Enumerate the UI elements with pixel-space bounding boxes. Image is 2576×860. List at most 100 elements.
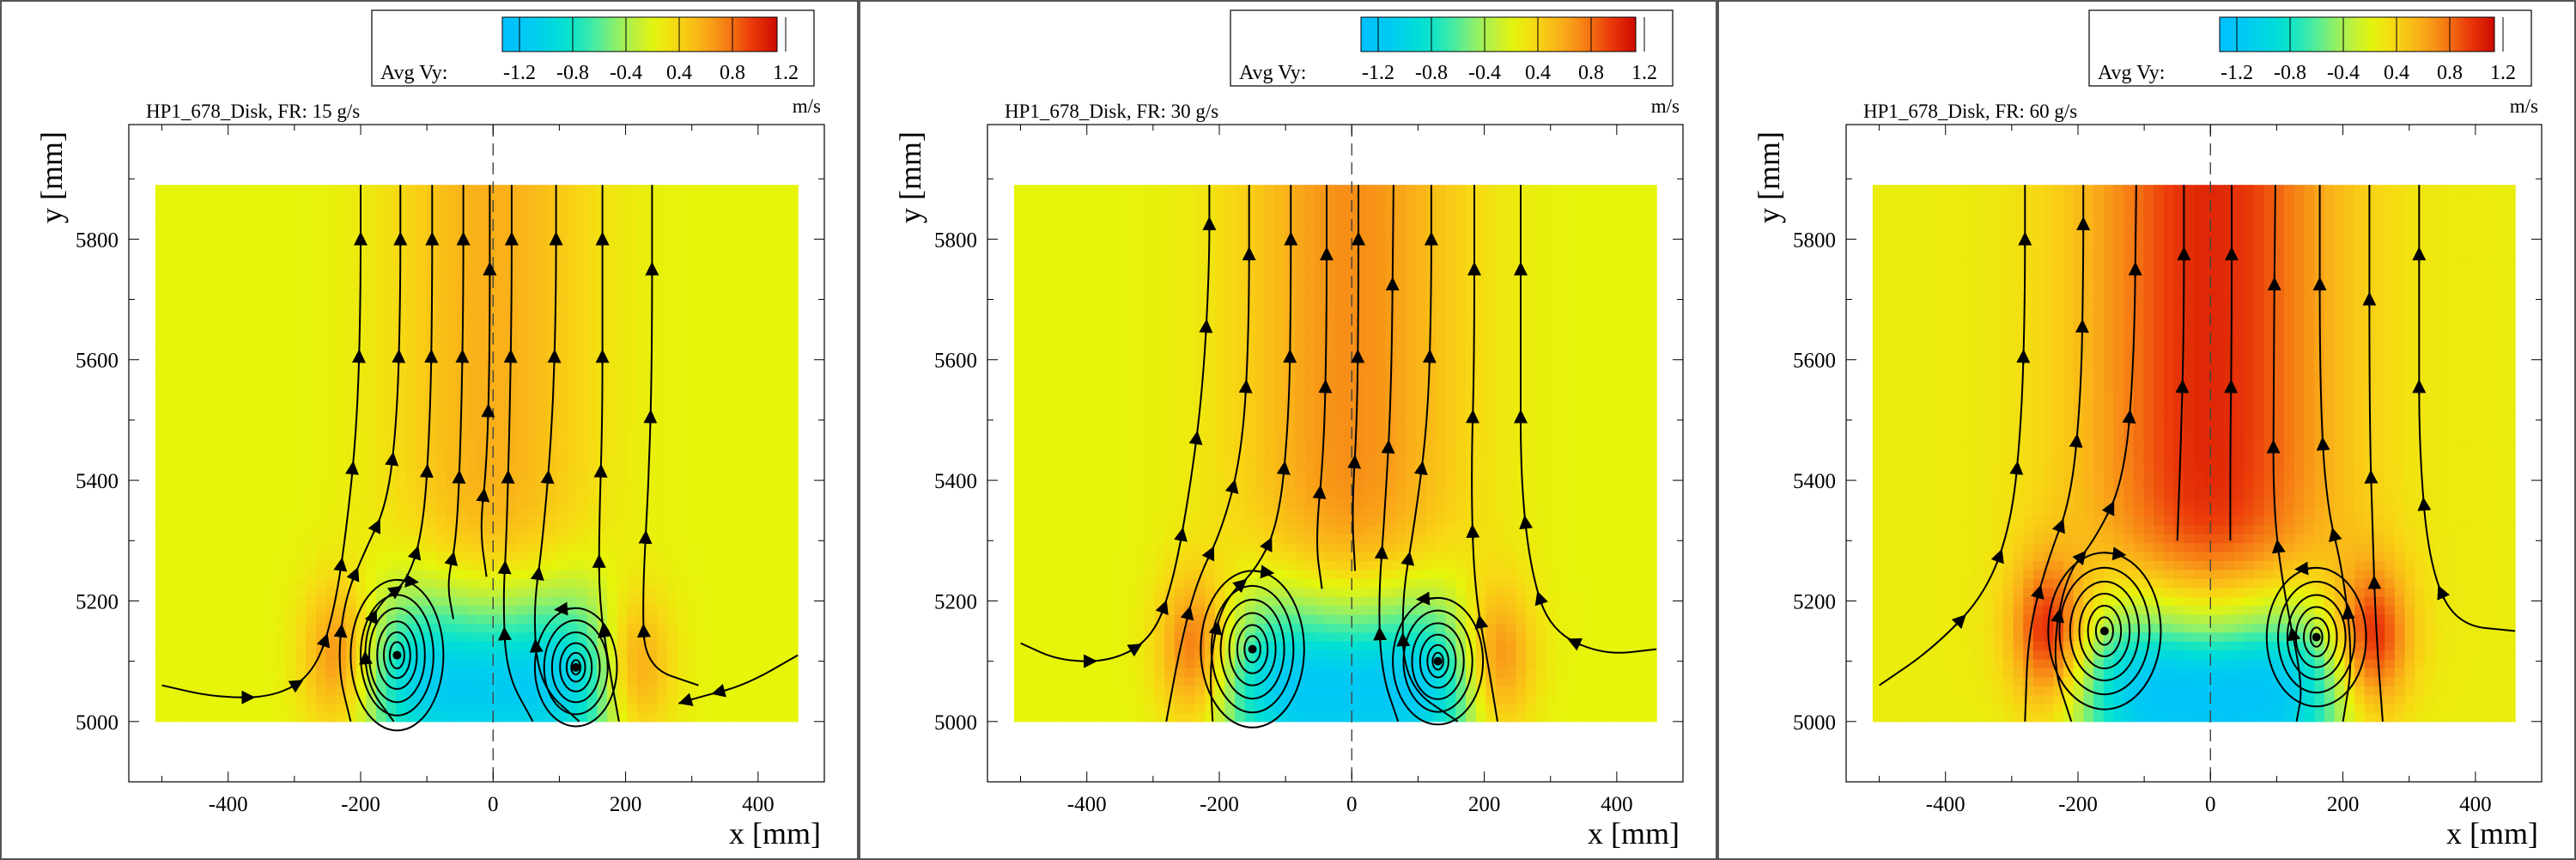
field-cell <box>325 596 337 607</box>
field-cell <box>466 489 477 499</box>
field-cell <box>1595 686 1607 696</box>
x-tick-label: 200 <box>610 793 642 816</box>
field-cell <box>406 301 417 311</box>
field-cell <box>627 676 638 686</box>
field-cell <box>747 471 758 481</box>
field-cell <box>1425 676 1437 686</box>
field-cell <box>1124 694 1135 704</box>
field-cell <box>1516 631 1527 642</box>
field-cell <box>165 686 176 696</box>
field-cell <box>1405 676 1417 686</box>
field-cell <box>1445 631 1456 642</box>
field-cell <box>155 381 167 392</box>
field-cell <box>586 569 598 579</box>
field-cell <box>195 489 206 499</box>
field-cell <box>386 301 398 311</box>
field-cell <box>737 578 749 589</box>
field-cell <box>747 265 758 275</box>
field-cell <box>617 479 628 490</box>
field-cell <box>456 712 467 723</box>
field-cell <box>707 363 719 374</box>
field-cell <box>627 569 638 579</box>
field-cell <box>466 417 477 427</box>
field-cell <box>717 435 728 445</box>
field-cell <box>787 471 799 481</box>
field-cell <box>667 489 678 499</box>
field-cell <box>396 390 407 400</box>
field-cell <box>667 408 678 418</box>
field-cell <box>1345 605 1356 615</box>
field-cell <box>607 524 618 534</box>
field-cell <box>1355 650 1366 660</box>
field-cell <box>195 605 206 615</box>
field-cell <box>1395 704 1406 714</box>
field-cell <box>225 345 236 356</box>
field-cell <box>556 372 568 382</box>
field-cell <box>747 712 758 723</box>
field-cell <box>1164 605 1176 615</box>
field-cell <box>617 461 628 472</box>
field-cell <box>687 444 698 454</box>
field-cell <box>216 220 227 230</box>
field-cell <box>546 542 558 552</box>
field-cell <box>697 596 708 607</box>
field-cell <box>285 309 297 320</box>
field-cell <box>355 354 367 364</box>
field-cell <box>707 417 719 427</box>
field-cell <box>216 408 227 418</box>
field-cell <box>1586 623 1597 633</box>
field-cell <box>205 444 216 454</box>
field-cell <box>1526 605 1537 615</box>
field-cell <box>1154 658 1165 668</box>
field-cell <box>1024 650 1035 660</box>
field-cell <box>717 712 728 723</box>
field-cell <box>366 292 377 302</box>
field-cell <box>1104 676 1115 686</box>
field-cell <box>1535 658 1547 668</box>
field-cell <box>376 704 387 714</box>
field-cell <box>507 426 518 436</box>
field-cell <box>1235 704 1246 714</box>
field-cell <box>707 623 719 633</box>
field-cell <box>295 461 307 472</box>
field-cell <box>255 631 267 642</box>
field-cell <box>446 372 458 382</box>
field-cell <box>426 658 437 668</box>
field-cell <box>1535 613 1547 624</box>
field-cell <box>627 390 638 400</box>
y-tick-label: 5000 <box>76 711 118 735</box>
field-cell <box>315 327 327 338</box>
field-cell <box>1595 676 1607 686</box>
field-cell <box>285 265 297 275</box>
field-cell <box>486 354 497 364</box>
field-cell <box>1586 641 1597 651</box>
field-cell <box>1636 623 1648 633</box>
field-cell <box>687 301 698 311</box>
field-cell <box>155 220 167 230</box>
field-cell <box>1466 623 1477 633</box>
field-cell <box>556 506 568 516</box>
field-cell <box>306 319 317 329</box>
field-cell <box>697 185 708 195</box>
field-cell <box>416 534 428 544</box>
field-cell <box>627 426 638 436</box>
field-cell <box>265 426 276 436</box>
field-cell <box>576 337 588 347</box>
field-cell <box>707 461 719 472</box>
field-cell <box>496 265 507 275</box>
field-cell <box>195 471 206 481</box>
field-cell <box>366 444 377 454</box>
field-cell <box>556 256 568 266</box>
field-cell <box>155 471 167 481</box>
field-cell <box>406 631 417 642</box>
field-cell <box>396 337 407 347</box>
field-cell <box>376 676 387 686</box>
field-cell <box>717 417 728 427</box>
field-cell <box>315 435 327 445</box>
field-cell <box>376 712 387 723</box>
field-cell <box>486 363 497 374</box>
field-cell <box>235 631 246 642</box>
field-cell <box>657 658 668 668</box>
field-cell <box>406 704 417 714</box>
field-cell <box>1315 587 1326 597</box>
